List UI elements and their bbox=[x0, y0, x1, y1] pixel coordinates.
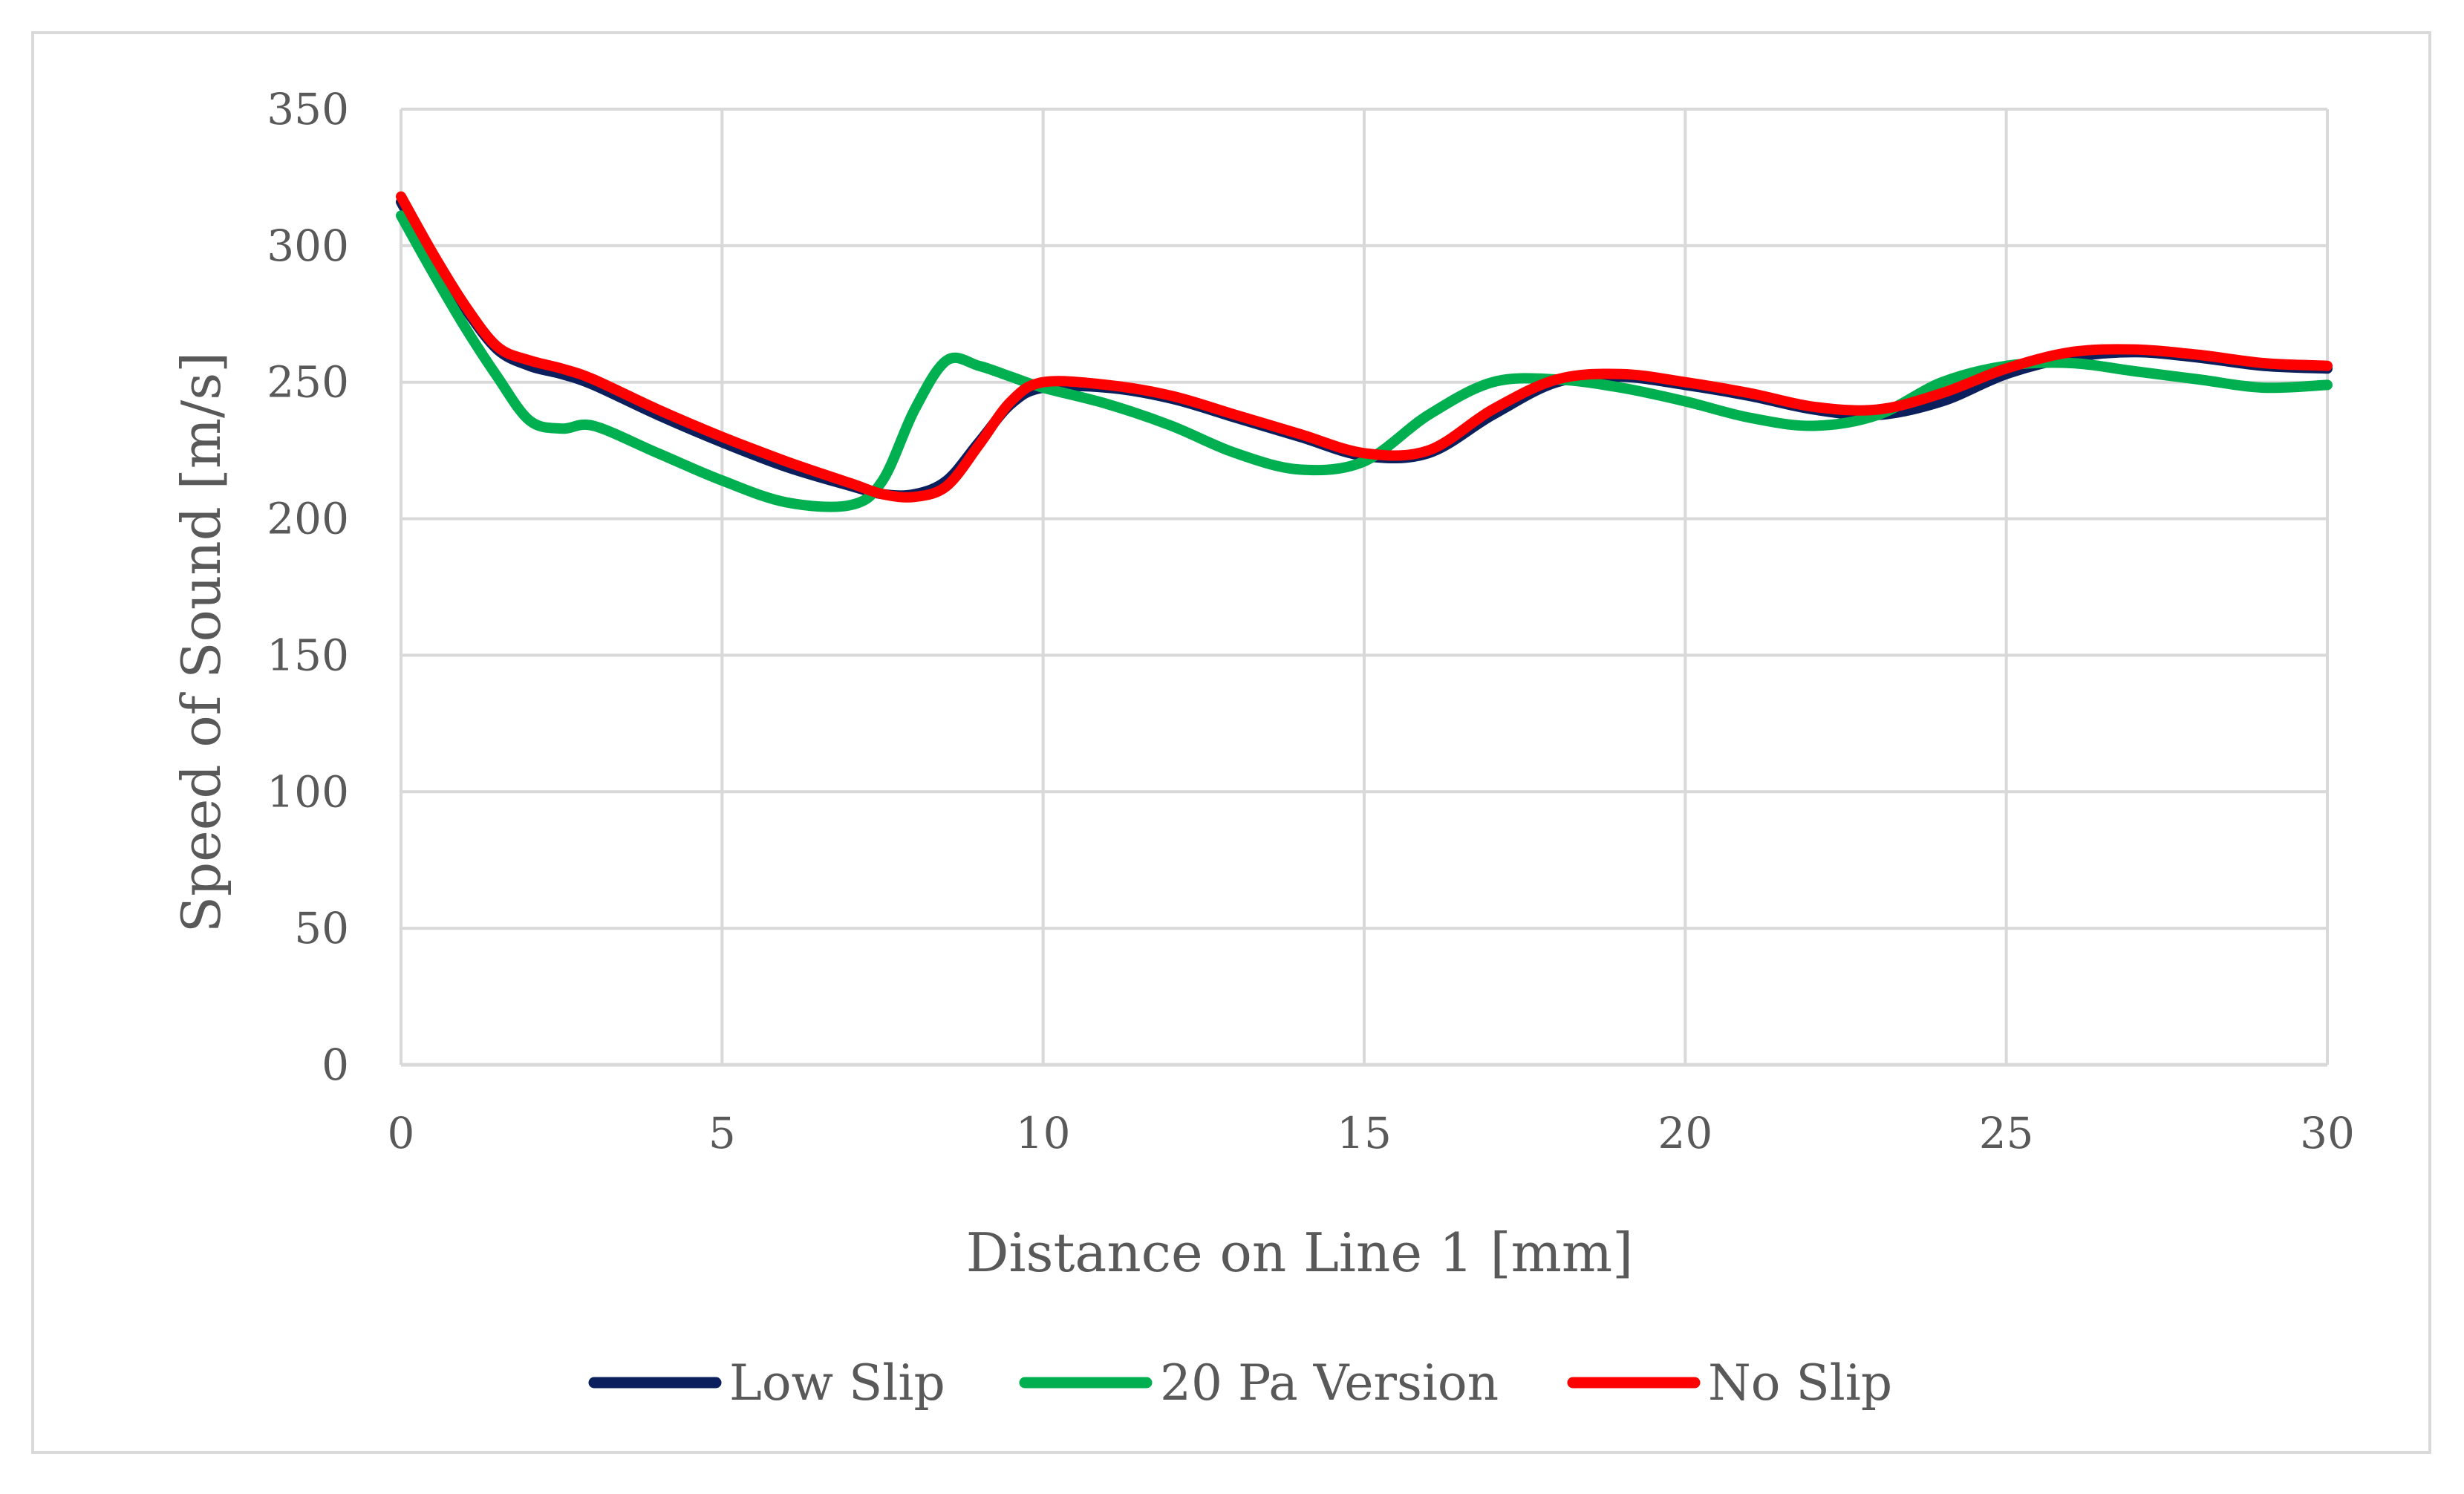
x-tick-label: 30 bbox=[2300, 1108, 2355, 1158]
y-tick-label: 250 bbox=[267, 357, 349, 408]
y-tick-label: 0 bbox=[322, 1040, 349, 1090]
y-tick-label: 350 bbox=[267, 84, 349, 134]
legend-label-no-slip: No Slip bbox=[1708, 1354, 1892, 1412]
x-tick-label: 0 bbox=[388, 1108, 415, 1158]
x-tick-label: 5 bbox=[708, 1108, 736, 1158]
x-tick-label: 10 bbox=[1016, 1108, 1071, 1158]
x-tick-label: 20 bbox=[1658, 1108, 1712, 1158]
y-tick-labels: 0 50 100 150 200 250 300 350 bbox=[267, 84, 349, 1090]
x-tick-label: 25 bbox=[1979, 1108, 2034, 1158]
y-tick-label: 200 bbox=[267, 494, 349, 544]
legend-label-20-pa-version: 20 Pa Version bbox=[1160, 1354, 1499, 1412]
series-line-no-slip bbox=[396, 191, 2333, 503]
y-tick-label: 100 bbox=[267, 766, 349, 817]
legend: Low Slip 20 Pa Version No Slip bbox=[588, 1354, 1892, 1412]
y-tick-label: 150 bbox=[267, 630, 349, 680]
data-series bbox=[396, 191, 2333, 512]
gridlines bbox=[400, 108, 2329, 1065]
x-tick-labels: 0 5 10 15 20 25 30 bbox=[388, 1108, 2355, 1158]
y-tick-label: 50 bbox=[294, 903, 349, 953]
legend-label-low-slip: Low Slip bbox=[729, 1354, 945, 1412]
y-tick-label: 300 bbox=[267, 221, 349, 271]
series-line-20-pa-version bbox=[396, 210, 2333, 512]
x-axis-title: Distance on Line 1 [mm] bbox=[966, 1221, 1634, 1284]
y-axis-title: Speed of Sound [m/s] bbox=[170, 352, 232, 933]
x-tick-label: 15 bbox=[1337, 1108, 1392, 1158]
